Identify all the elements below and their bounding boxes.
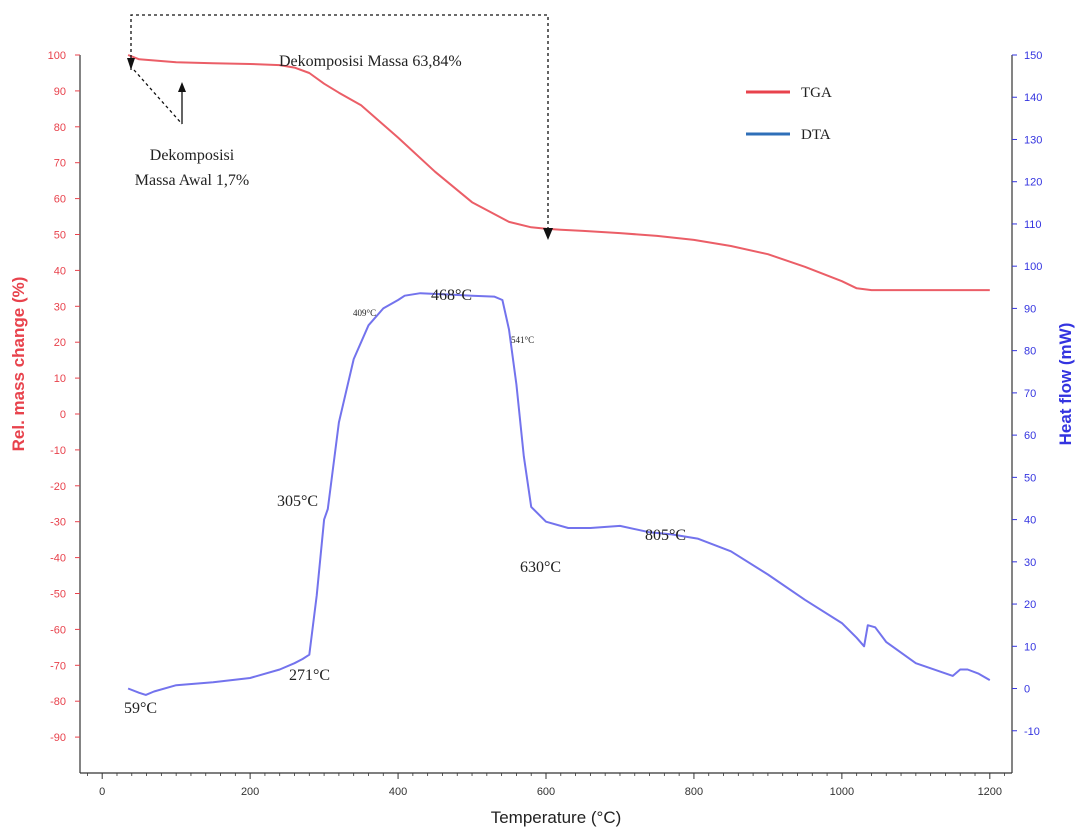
- decomposition-arrowhead: [543, 228, 553, 240]
- tga-series-line: [127, 54, 990, 292]
- x-axis-title: Temperature (°C): [491, 808, 622, 827]
- right-tick-label: 50: [1024, 472, 1036, 484]
- right-tick-label: 140: [1024, 92, 1042, 104]
- initial-decomposition-triangle: [133, 69, 183, 125]
- right-tick-label: 40: [1024, 515, 1036, 527]
- x-tick-label: 400: [389, 786, 407, 798]
- left-tick-label: -60: [50, 624, 66, 636]
- x-tick-label: 1200: [978, 786, 1002, 798]
- peak-label-805: 805°C: [645, 527, 686, 544]
- peak-label-59: 59°C: [124, 700, 157, 717]
- peak-label-305: 305°C: [277, 493, 318, 510]
- left-axis-title: Rel. mass change (%): [9, 277, 28, 452]
- initial-decomposition-label-1: Dekomposisi: [150, 147, 235, 164]
- left-tick-label: -80: [50, 696, 66, 708]
- x-tick-label: 0: [99, 786, 105, 798]
- left-tick-label: -40: [50, 553, 66, 565]
- legend: TGA DTA: [746, 85, 832, 143]
- left-tick-label: 20: [54, 337, 66, 349]
- left-tick-label: -20: [50, 481, 66, 493]
- left-tick-label: 100: [48, 50, 66, 62]
- decomposition-mass-label: Dekomposisi Massa 63,84%: [279, 53, 462, 70]
- left-tick-label: 60: [54, 194, 66, 206]
- legend-tga-label: TGA: [801, 85, 832, 101]
- peak-label-541: 541°C: [511, 335, 534, 345]
- left-tick-label: 10: [54, 373, 66, 385]
- left-tick-label: 80: [54, 122, 66, 134]
- right-tick-label: 80: [1024, 346, 1036, 358]
- left-tick-label: -70: [50, 660, 66, 672]
- right-tick-label: 70: [1024, 388, 1036, 400]
- right-tick-label: 10: [1024, 641, 1036, 653]
- left-tick-label: 30: [54, 301, 66, 313]
- initial-decomposition-label-2: Massa Awal 1,7%: [135, 172, 250, 189]
- right-tick-label: 90: [1024, 303, 1036, 315]
- peak-label-630: 630°C: [520, 559, 561, 576]
- right-tick-label: 60: [1024, 430, 1036, 442]
- left-tick-label: 40: [54, 265, 66, 277]
- right-tick-label: 100: [1024, 261, 1042, 273]
- left-tick-label: 70: [54, 158, 66, 170]
- left-tick-label: -90: [50, 732, 66, 744]
- right-tick-label: 0: [1024, 684, 1030, 696]
- right-tick-label: -10: [1024, 726, 1040, 738]
- annotation-layer: Dekomposisi Massa 63,84% Dekomposisi Mas…: [124, 14, 686, 717]
- right-tick-label: 30: [1024, 557, 1036, 569]
- right-tick-label: 110: [1024, 219, 1042, 231]
- left-tick-label: 50: [54, 230, 66, 242]
- left-tick-label: 90: [54, 86, 66, 98]
- left-tick-label: 0: [60, 409, 66, 421]
- peak-label-468: 468°C: [431, 287, 472, 304]
- legend-dta-label: DTA: [801, 127, 831, 143]
- initial-arrow-up-head: [178, 82, 186, 92]
- x-tick-label: 800: [685, 786, 703, 798]
- peak-label-409: 409°C: [353, 308, 376, 318]
- axes-layer: 0 200 400 600 800 1000 12001009080706050403020…: [9, 50, 1075, 827]
- right-tick-label: 20: [1024, 599, 1036, 611]
- dta-series-line: [127, 292, 991, 696]
- decomposition-bracket: [130, 14, 549, 232]
- right-axis-title: Heat flow (mW): [1056, 323, 1075, 446]
- left-tick-label: -10: [50, 445, 66, 457]
- series-layer: [127, 54, 991, 696]
- left-tick-label: -30: [50, 517, 66, 529]
- x-tick-label: 200: [241, 786, 259, 798]
- right-tick-label: 150: [1024, 50, 1042, 62]
- x-tick-label: 1000: [830, 786, 854, 798]
- right-tick-label: 120: [1024, 177, 1042, 189]
- peak-label-271: 271°C: [289, 667, 330, 684]
- left-tick-label: -50: [50, 589, 66, 601]
- right-tick-label: 130: [1024, 134, 1042, 146]
- initial-arrowhead: [127, 58, 135, 70]
- x-tick-label: 600: [537, 786, 555, 798]
